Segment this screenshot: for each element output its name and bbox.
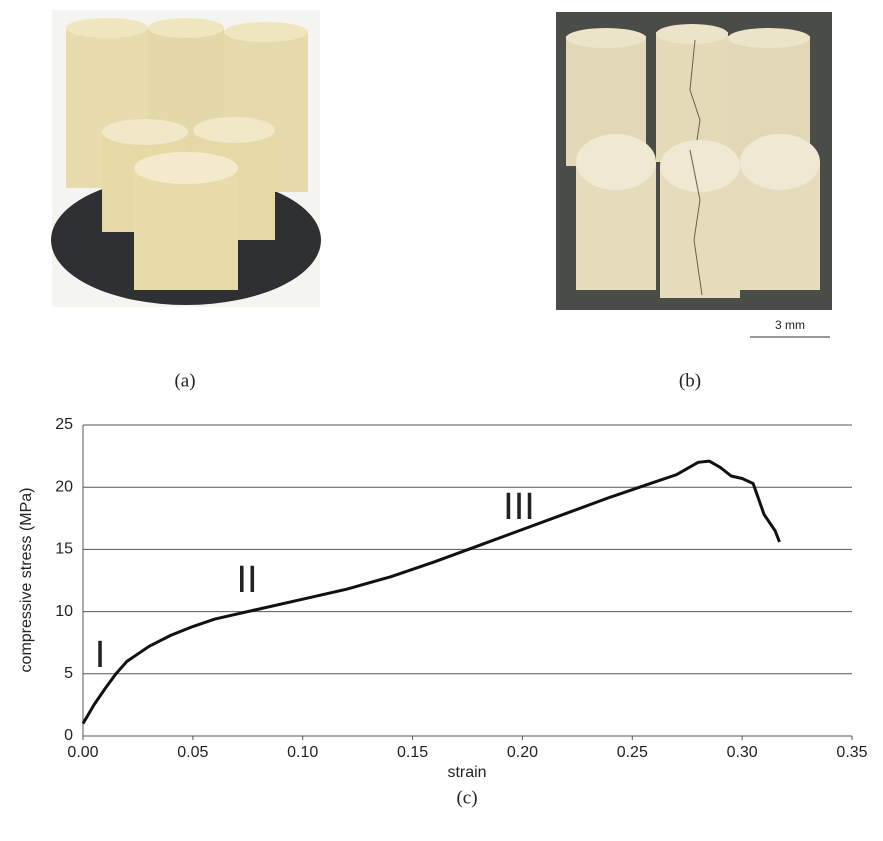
data-line xyxy=(83,461,779,723)
y-tick-label: 15 xyxy=(55,541,73,558)
x-tick-label: 0.15 xyxy=(397,744,428,761)
x-tick-label: 0.25 xyxy=(617,744,648,761)
panel-label: (c) xyxy=(456,787,477,808)
y-axis-label: compressive stress (MPa) xyxy=(18,488,35,673)
figure: 3 mm (a) (b) (c) strain compressive stre… xyxy=(0,0,883,841)
stage-label: III xyxy=(503,486,535,528)
y-tick-label: 25 xyxy=(55,416,73,433)
y-tick-label: 10 xyxy=(55,603,73,620)
stage-label: I xyxy=(95,634,106,676)
y-tick-label: 5 xyxy=(64,665,73,682)
stage-label: II xyxy=(236,559,257,601)
x-tick-label: 0.30 xyxy=(727,744,758,761)
x-axis-label: strain xyxy=(447,764,486,781)
x-tick-label: 0.05 xyxy=(177,744,208,761)
scale-label: 3 mm xyxy=(775,318,805,332)
panel-label: (b) xyxy=(679,370,701,391)
y-tick-label: 0 xyxy=(64,727,73,744)
photo-a xyxy=(51,10,321,307)
x-tick-label: 0.20 xyxy=(507,744,538,761)
x-tick-label: 0.00 xyxy=(67,744,98,761)
x-tick-label: 0.10 xyxy=(287,744,318,761)
y-tick-label: 20 xyxy=(55,478,73,495)
panel-label: (a) xyxy=(174,370,195,391)
photo-b xyxy=(556,12,832,310)
x-tick-label: 0.35 xyxy=(836,744,867,761)
